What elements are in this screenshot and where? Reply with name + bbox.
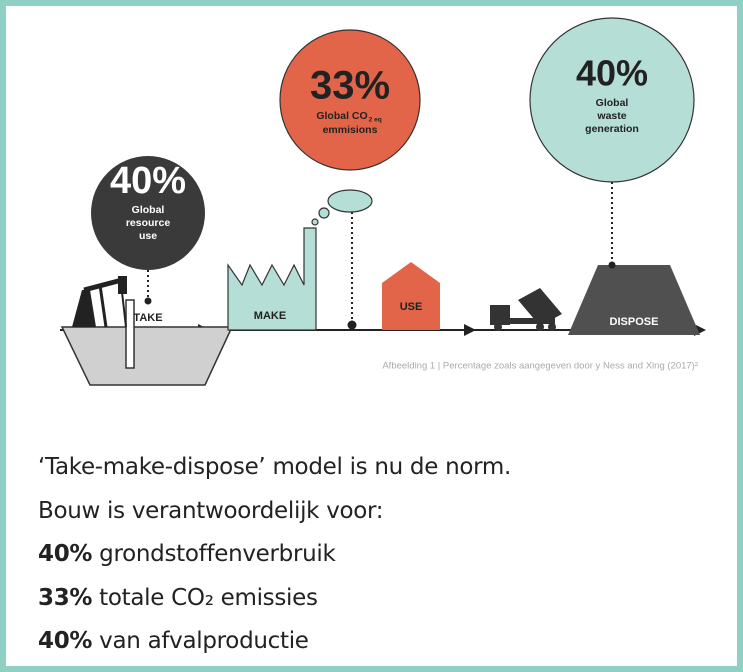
item-label: grondstoffenverbruik: [99, 541, 336, 567]
bubble-label: Global: [132, 204, 165, 216]
caption: Afbeelding 1 | Percentage zoals aangegev…: [382, 361, 698, 372]
bubble-label: generation: [585, 123, 639, 135]
smoke: [327, 189, 373, 213]
connector-dot: [144, 297, 152, 305]
bubble: [279, 29, 421, 171]
bubble-label: waste: [596, 110, 626, 122]
stage-label: DISPOSE: [610, 316, 659, 328]
item: 40% grondstoffenverbruik: [38, 533, 511, 577]
factory: [227, 227, 317, 331]
house: [382, 262, 440, 330]
bubble: [91, 156, 205, 270]
dispose-heap: [568, 265, 700, 335]
item: 40% van afvalproductie: [38, 620, 511, 664]
bubble-label: resource: [126, 217, 171, 229]
connector-dot: [608, 261, 616, 269]
bubble-subscript: 2 eq: [369, 117, 382, 124]
item: 33% totale CO₂ emissies: [38, 577, 511, 621]
item-value: 40%: [38, 628, 93, 654]
oil-pump: [72, 276, 127, 328]
bubble-label: Global: [596, 97, 629, 109]
arrow: [464, 324, 476, 336]
bubble: [529, 17, 695, 183]
item-label: van afvalproductie: [99, 628, 309, 654]
intro-line: ‘Take-make-dispose’ model is nu de norm.: [38, 454, 511, 480]
truck: [490, 288, 562, 331]
item-value: 33%: [38, 584, 93, 611]
item-label: totale CO₂ emissies: [99, 584, 318, 611]
bubble-label: Global CO: [316, 110, 367, 122]
pipe: [125, 299, 135, 369]
basin: [60, 326, 234, 386]
item-value: 40%: [38, 541, 93, 567]
bubble-value: 33%: [310, 64, 390, 108]
bubble-value: 40%: [576, 53, 648, 94]
bubble-value: 40%: [110, 160, 186, 202]
connector-dot: [347, 320, 357, 330]
bubble-label: use: [139, 230, 157, 242]
body-text: ‘Take-make-dispose’ model is nu de norm.…: [38, 446, 511, 664]
smoke: [318, 207, 330, 219]
stage-label: TAKE: [133, 312, 162, 324]
intro-line: Bouw is verantwoordelijk voor:: [38, 497, 384, 524]
stage-label: USE: [400, 301, 423, 313]
smoke: [311, 218, 319, 226]
bubble-label: emmisions: [323, 124, 378, 136]
stage-label: MAKE: [254, 310, 286, 322]
